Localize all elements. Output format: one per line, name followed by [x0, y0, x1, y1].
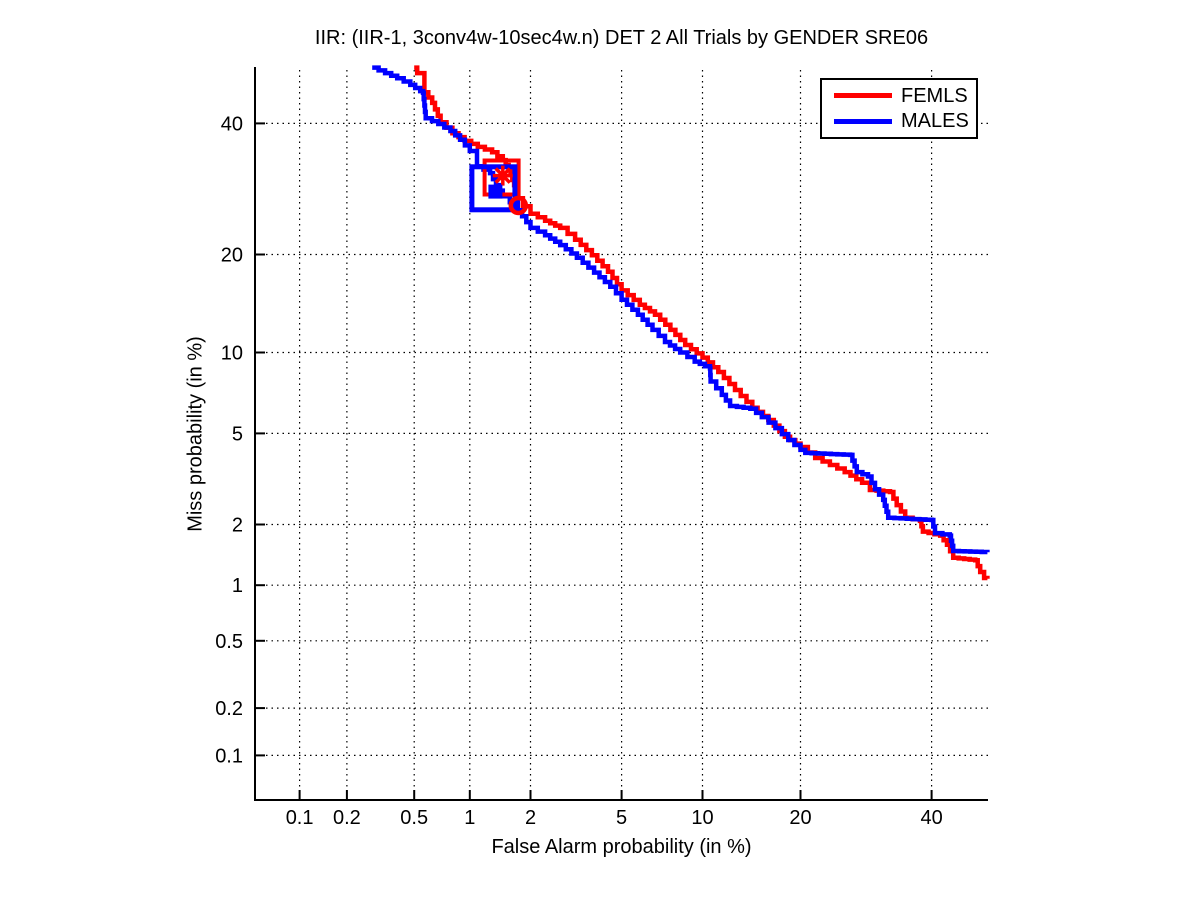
legend-label-males: MALES: [901, 110, 969, 133]
y-tick-label-2: 2: [232, 515, 243, 537]
y-tick-label-0.5: 0.5: [215, 631, 243, 653]
x-tick-label-20: 20: [789, 807, 811, 829]
legend-label-femls: FEMLS: [901, 84, 968, 107]
marker-males-filled-square: [488, 184, 503, 199]
marker-femls-asterisk: [492, 165, 513, 186]
marker-males-open-square: [469, 164, 518, 213]
chart-title: IIR: (IIR-1, 3conv4w-10sec4w.n) DET 2 Al…: [314, 27, 929, 49]
x-tick-label-10: 10: [691, 807, 713, 829]
x-tick-label-0.5: 0.5: [400, 807, 428, 829]
y-tick-label-40: 40: [221, 113, 243, 135]
x-tick-label-0.1: 0.1: [286, 807, 314, 829]
x-tick-label-0.2: 0.2: [333, 807, 361, 829]
x-axis-label: False Alarm probability (in %): [491, 836, 752, 858]
curve-femls: [414, 65, 990, 581]
legend-item-femls: FEMLS: [834, 86, 976, 106]
y-tick-label-5: 5: [232, 423, 243, 445]
legend-box: FEMLS MALES: [820, 78, 978, 139]
legend-item-males: MALES: [834, 111, 976, 131]
x-tick-label-5: 5: [616, 807, 627, 829]
curve-males: [372, 65, 990, 555]
x-tick-label-1: 1: [464, 807, 475, 829]
marker-femls-open-circle: [508, 195, 529, 216]
y-tick-label-20: 20: [221, 245, 243, 267]
y-tick-label-10: 10: [221, 343, 243, 365]
y-tick-label-1: 1: [232, 575, 243, 597]
femls-line-swatch: [834, 93, 892, 99]
y-tick-label-0.2: 0.2: [215, 698, 243, 720]
y-tick-label-0.1: 0.1: [215, 745, 243, 767]
y-axis-label-text: Miss probability (in %): [184, 336, 207, 532]
males-line-swatch: [834, 118, 892, 124]
x-tick-label-2: 2: [525, 807, 536, 829]
x-tick-label-40: 40: [920, 807, 942, 829]
